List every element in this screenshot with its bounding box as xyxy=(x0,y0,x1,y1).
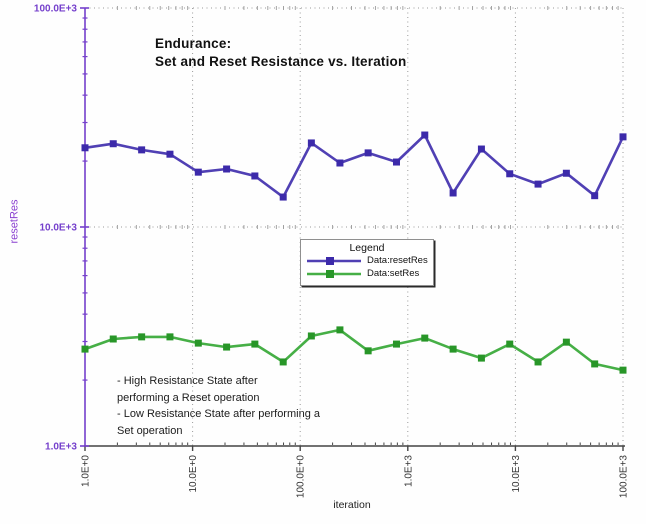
legend[interactable]: Legend Data:resetRes Data:setRes xyxy=(300,239,434,286)
legend-item-resetres[interactable]: Data:resetRes xyxy=(301,254,433,267)
x-tick-label: 10.0E+3 xyxy=(511,455,522,493)
y-tick-label: 100.0E+3 xyxy=(34,4,78,15)
setres-series-marker xyxy=(364,347,372,355)
setres-series-marker xyxy=(109,335,117,343)
setres-series-marker xyxy=(223,343,231,351)
annotation-note: - High Resistance State after performing… xyxy=(117,375,320,437)
resetres-series-marker xyxy=(109,140,117,148)
x-tick-label: 10.0E+0 xyxy=(188,455,199,493)
resetres-series-line xyxy=(84,133,625,199)
chart-title-line-1: Endurance: xyxy=(155,36,232,51)
chart-title: Endurance: Set and Reset Resistance vs. … xyxy=(155,35,406,70)
x-tick-label: 100.0E+3 xyxy=(619,455,630,499)
x-tick-label: 1.0E+0 xyxy=(81,455,92,487)
y-tick-label: 1.0E+3 xyxy=(45,442,77,453)
resetres-swatch-icon xyxy=(307,256,361,265)
setres-series-marker xyxy=(392,340,400,348)
resetres-series-marker xyxy=(449,189,457,197)
resetres-series-marker xyxy=(223,165,231,173)
resetres-series-marker xyxy=(166,150,174,158)
x-tick-label: 100.0E+0 xyxy=(296,455,307,499)
setres-series-marker xyxy=(251,340,259,348)
resetres-series-marker xyxy=(279,193,287,201)
y-axis-title: resetRes xyxy=(8,199,21,244)
setres-series-marker xyxy=(619,366,627,374)
setres-series-marker xyxy=(591,360,599,368)
x-tick-label: 1.0E+3 xyxy=(403,455,414,487)
legend-label-resetres: Data:resetRes xyxy=(367,255,428,266)
x-axis-title: iteration xyxy=(333,499,371,511)
setres-series-marker xyxy=(166,333,174,341)
resetres-series-marker xyxy=(194,168,202,176)
setres-series-marker xyxy=(336,326,344,334)
setres-series-marker xyxy=(477,354,485,362)
resetres-series-marker xyxy=(591,192,599,200)
y-tick-label: 10.0E+3 xyxy=(39,223,77,234)
resetres-series-marker xyxy=(138,146,146,154)
setres-series-marker xyxy=(506,340,514,348)
resetres-series-marker xyxy=(534,180,542,188)
legend-label-setres: Data:setRes xyxy=(367,268,420,279)
setres-series-marker xyxy=(279,358,287,366)
resetres-series-marker xyxy=(562,169,570,177)
setres-series-marker xyxy=(307,332,315,340)
resetres-series-marker xyxy=(336,159,344,167)
setres-series-marker xyxy=(534,358,542,366)
setres-series-marker xyxy=(194,339,202,347)
resetres-series-marker xyxy=(619,133,627,141)
legend-item-setres[interactable]: Data:setRes xyxy=(301,267,433,280)
setres-series-line xyxy=(84,328,624,372)
resetres-series-marker xyxy=(477,145,485,153)
setres-series-marker xyxy=(421,334,429,342)
setres-series-marker xyxy=(81,345,89,353)
setres-swatch-icon xyxy=(307,269,361,278)
legend-title: Legend xyxy=(349,242,385,254)
resetres-series-marker xyxy=(392,158,400,166)
resetres-series-marker xyxy=(364,149,372,157)
resetres-series-marker xyxy=(251,172,259,180)
setres-series-marker xyxy=(449,345,457,353)
setres-series-marker xyxy=(562,338,570,346)
resetres-series-marker xyxy=(81,144,89,152)
setres-series-marker xyxy=(138,333,146,341)
chart-title-line-2: Set and Reset Resistance vs. Iteration xyxy=(155,53,407,69)
resetres-series-marker xyxy=(506,170,514,178)
resetres-series-marker xyxy=(307,139,315,147)
resetres-series-marker xyxy=(421,131,429,139)
